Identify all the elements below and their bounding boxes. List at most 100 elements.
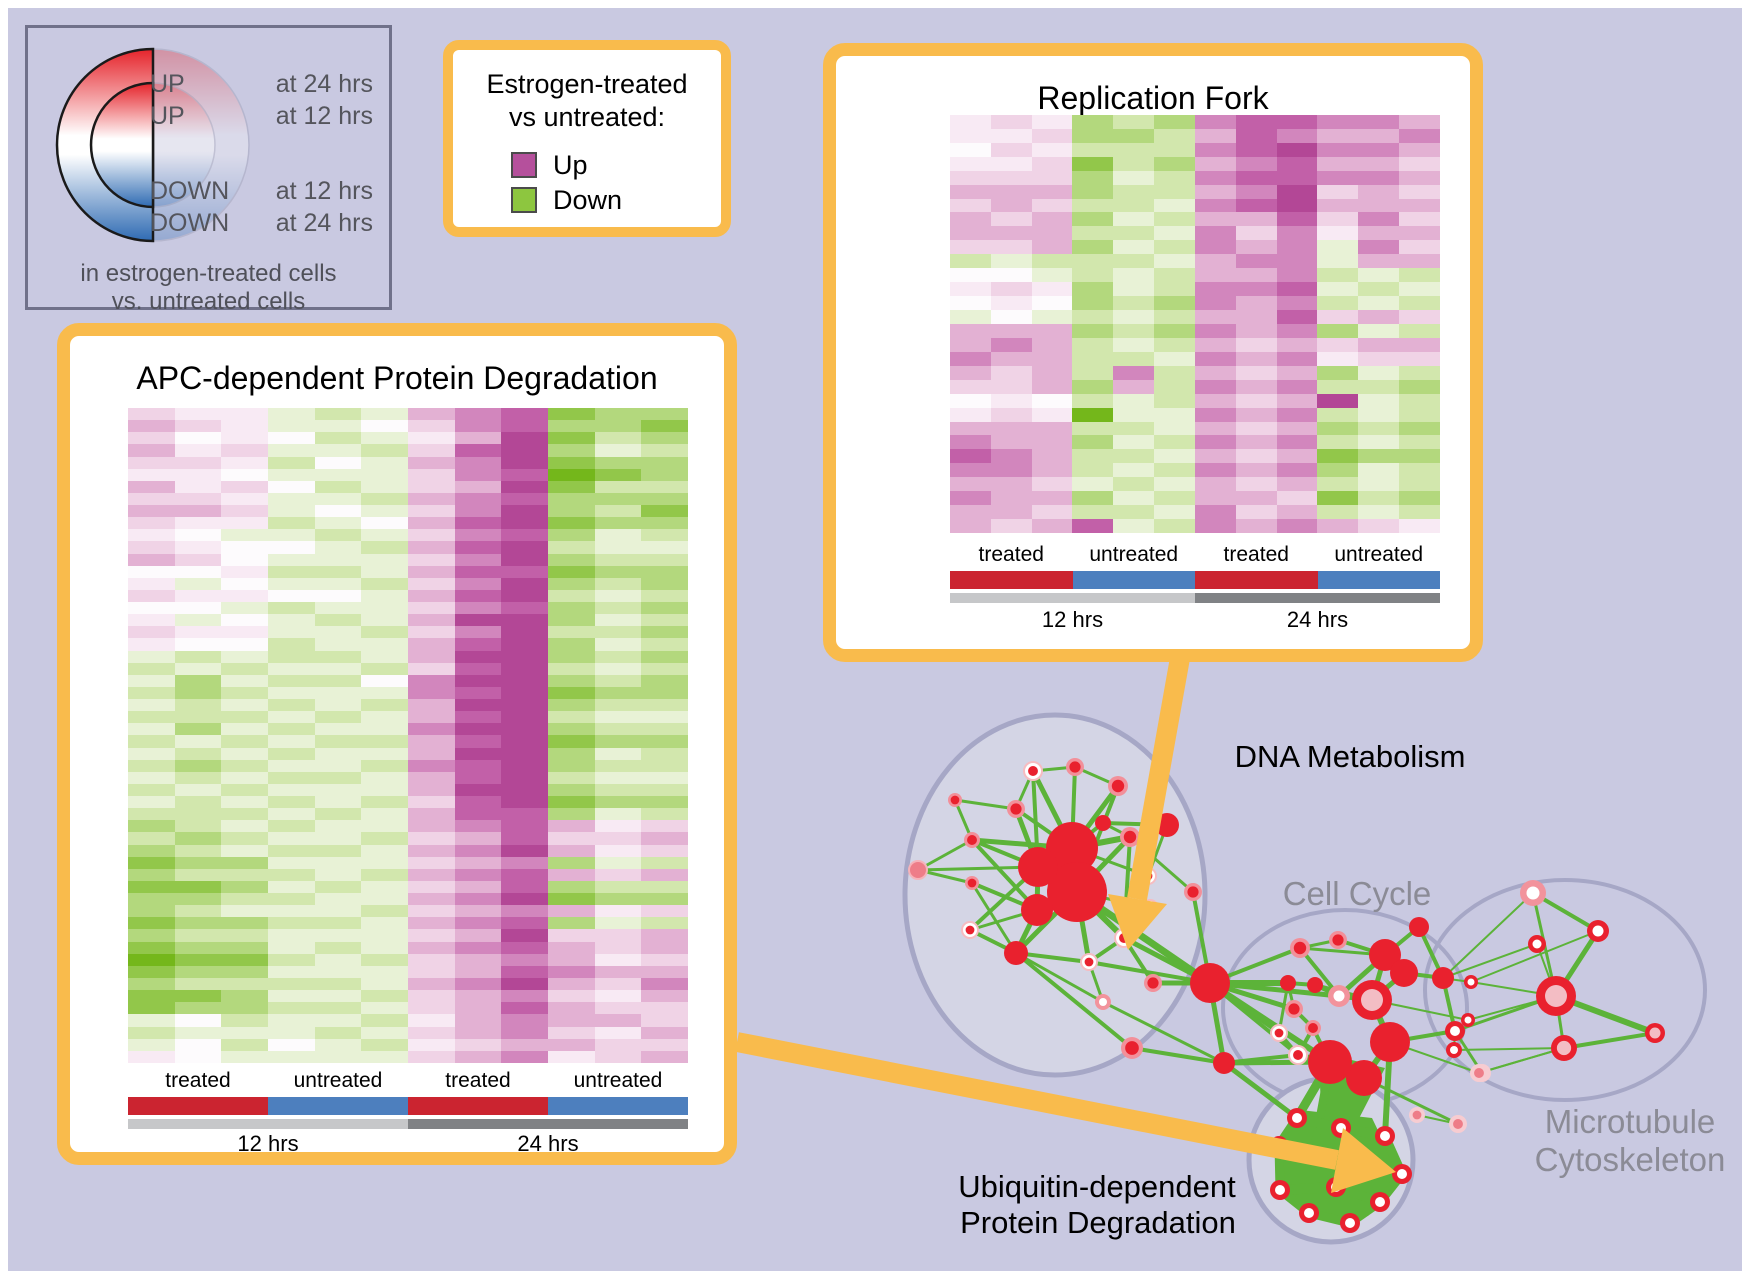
heatmap-cell [408,505,455,518]
heatmap-cell [361,711,408,724]
heatmap-cell [548,699,595,712]
heatmap-cell [501,686,548,699]
heatmap-cell [1072,463,1114,478]
heatmap-cell [268,759,315,772]
heatmap-cell [1113,463,1155,478]
time-bar-segment [950,593,1195,603]
heatmap-cell [361,808,408,821]
heatmap-cell [408,905,455,918]
heatmap-cell [361,456,408,469]
heatmap-cell [641,686,688,699]
heatmap-cell [221,929,268,942]
heatmap-cell [548,953,595,966]
heatmap-cell [990,170,1032,185]
heatmap-cell [174,517,222,530]
heatmap-cell [174,1002,222,1015]
heatmap-cell [1072,268,1114,283]
heatmap-cell [501,420,548,433]
heatmap-cell [454,408,502,421]
heatmap-cell [1194,254,1236,269]
heatmap-cell [268,965,315,979]
heatmap-cell [1154,421,1195,436]
heatmap-cell [1154,128,1195,143]
heatmap-cell [594,941,642,954]
heatmap-cell [314,929,362,942]
heatmap-cell [128,893,175,906]
heatmap-cell [1276,142,1318,157]
heatmap-cell [128,432,175,445]
heatmap-cell [128,808,175,821]
heatmap-cell [408,699,455,712]
heatmap-cell [268,492,315,505]
heatmap-cell [128,541,175,554]
heatmap-cell [641,820,688,833]
heatmap-cell [221,505,268,518]
heatmap-cell [221,577,268,590]
heatmap-cell [408,820,455,833]
heatmap-cell [408,686,455,699]
heatmap-cell [594,408,642,421]
heatmap-cell [314,480,362,493]
heatmap-cell [454,905,502,918]
heatmap-cell [268,529,315,542]
heatmap-cell [1194,226,1236,241]
heatmap-cell [641,517,688,530]
heatmap-cell [1317,421,1359,436]
heatmap-cell [1154,212,1195,227]
heatmap-cell [221,808,268,821]
heatmap-cell [221,1014,268,1027]
heatmap-cell [1317,128,1359,143]
heatmap-cell [1317,323,1359,338]
heatmap-cell [454,783,502,796]
heatmap-cell [594,456,642,469]
heatmap-cell [454,978,502,991]
heatmap-cell [1194,198,1236,213]
heatmap-cell [454,1014,502,1027]
heatmap-cell [1072,491,1114,506]
heatmap-cell [361,735,408,748]
heatmap-cell [174,650,222,663]
heatmap-cell [174,868,222,881]
heatmap-cell [408,662,455,675]
heatmap-cell [221,686,268,699]
heatmap-cell [174,783,222,796]
heatmap-cell [548,674,595,687]
heatmap-cell [174,880,222,894]
rf-time-labels: 12 hrs 24 hrs [950,607,1440,633]
heatmap-cell [128,832,175,845]
heatmap-cell [454,832,502,845]
dna-metabolism-label: DNA Metabolism [1234,739,1466,774]
condition-group-label: untreated [293,1069,383,1092]
heatmap-cell [1072,421,1114,436]
heatmap-cell [128,553,175,566]
heatmap-cell [314,456,362,469]
heatmap-cell [548,1050,595,1063]
heatmap-cell [361,905,408,918]
heatmap-cell [1276,115,1318,129]
heatmap-cell [174,1014,222,1027]
heatmap-cell [408,711,455,724]
heatmap-cell [990,463,1032,478]
heatmap-cell [361,1014,408,1027]
heatmap-cell [314,844,362,857]
ubiquitin-label-line1: Ubiquitin-dependent [958,1169,1236,1204]
heatmap-cell [1235,268,1277,283]
heatmap-cell [641,626,688,639]
heatmap-cell [314,1002,362,1015]
heatmap-cell [1399,212,1440,227]
heatmap-cell [548,747,595,760]
heatmap-cell [314,723,362,736]
heatmap-cell [501,444,548,457]
heatmap-cell [314,1026,362,1039]
heatmap-cell [221,650,268,663]
heatmap-cell [1235,477,1277,492]
heatmap-cell [454,626,502,639]
heatmap-cell [1358,240,1400,255]
heatmap-cell [268,420,315,433]
heatmap-cell [1031,505,1073,520]
heatmap-cell [1154,323,1195,338]
heatmap-cell [990,337,1032,352]
heatmap-cell [501,759,548,772]
heatmap-cell [1031,212,1073,227]
heatmap-cell [174,699,222,712]
